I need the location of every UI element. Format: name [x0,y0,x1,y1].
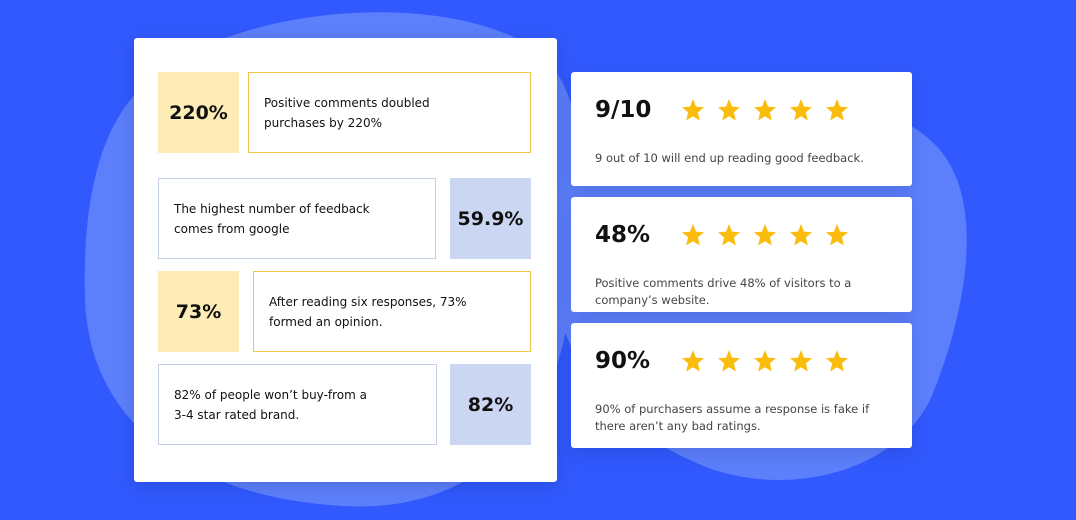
rating-card: 48% Positive comments drive 48% of visito… [571,197,912,312]
stat-value: 82% [450,364,531,445]
stat-value: 59.9% [450,178,531,259]
stat-value: 73% [158,271,239,352]
star [682,224,704,246]
star [826,224,848,246]
stat-text-box: After reading six responses, 73% formed a… [253,271,531,352]
star [790,350,812,372]
star [754,350,776,372]
stat-text-line: Positive comments doubled [264,95,430,110]
stat-text-line: 3-4 star rated brand. [174,407,300,422]
star [790,224,812,246]
card-text-line: company’s website. [595,293,710,307]
card-text-line: 90% of purchasers assume a response is f… [595,402,870,416]
card-text-line: 9 out of 10 will end up reading good fee… [595,151,864,165]
star [682,350,704,372]
stars [682,99,848,121]
stars [682,224,848,246]
stat-text-line: The highest number of feedback [174,201,370,216]
card-text-line: there aren’t any bad ratings. [595,419,761,433]
star [754,99,776,121]
stat-text-line: formed an opinion. [269,314,383,329]
card-value: 90% [595,348,651,374]
stat-text-line: After reading six responses, 73% [269,294,467,309]
star [718,350,740,372]
stat-text-line: 82% of people won’t buy-from a [174,387,367,402]
star [718,224,740,246]
card-text: 9 out of 10 will end up reading good fee… [595,150,864,167]
stat-text-box: 82% of people won’t buy-from a 3-4 star r… [158,364,437,445]
star [790,99,812,121]
stat-text-box: The highest number of feedback comes from… [158,178,436,259]
card-text: 90% of purchasers assume a response is f… [595,401,869,435]
stars [682,350,848,372]
card-text: Positive comments drive 48% of visitors … [595,275,851,309]
rating-card: 9/10 9 out of 10 will end up reading good… [571,72,912,186]
card-value: 9/10 [595,97,652,123]
star [754,224,776,246]
stat-text-line: purchases by 220% [264,115,382,130]
star [682,99,704,121]
star [826,99,848,121]
star [718,99,740,121]
card-value: 48% [595,222,651,248]
rating-card: 90% 90% of purchasers assume a response i… [571,323,912,448]
stat-text-box: Positive comments doubled purchases by 22… [248,72,531,153]
stat-text-line: comes from google [174,221,290,236]
star [826,350,848,372]
card-text-line: Positive comments drive 48% of visitors … [595,276,852,290]
stat-value: 220% [158,72,239,153]
